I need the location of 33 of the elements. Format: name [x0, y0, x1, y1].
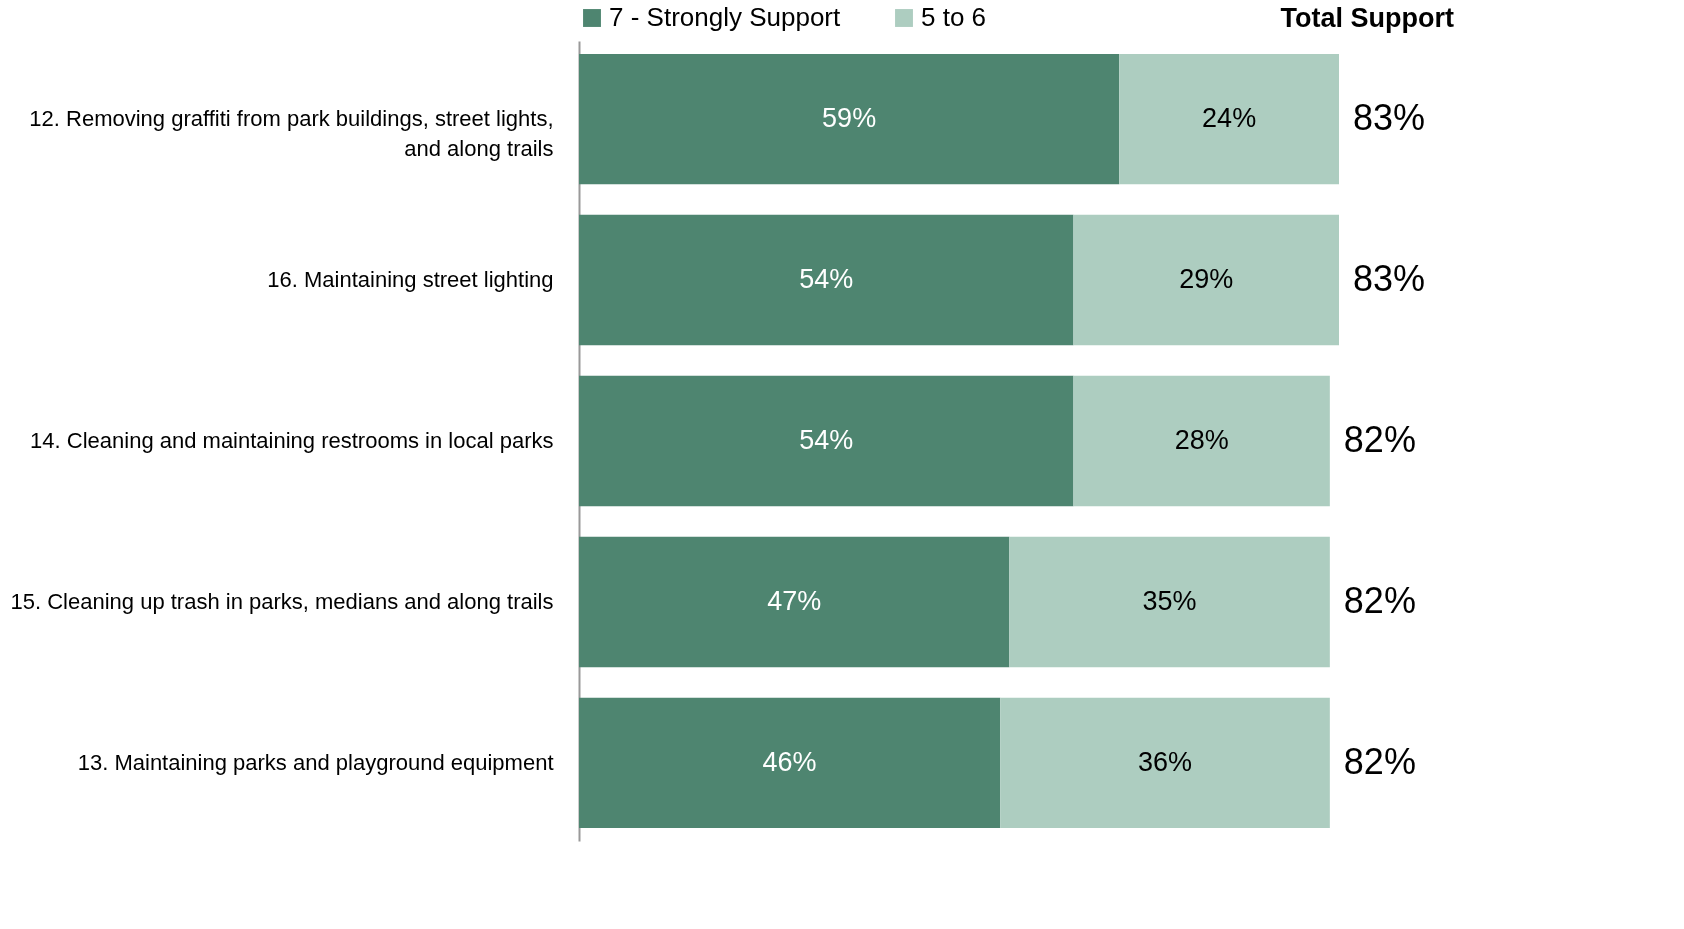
legend-label: 5 to 6: [921, 2, 987, 32]
y-tick-label: 15. Cleaning up trash in parks, medians and along trails: [10, 588, 554, 614]
total-label: 83%: [1353, 97, 1426, 139]
bar: [1000, 697, 1330, 829]
data-label: 28%: [1174, 425, 1229, 455]
data-label: 46%: [762, 746, 817, 777]
data-label: 29%: [1179, 264, 1234, 295]
bar: [579, 214, 1074, 346]
y-tick-label: 12. Removing graffiti from park buildings, street lights, and along trails: [29, 106, 554, 162]
bar: [1073, 214, 1339, 346]
data-label: 24%: [1202, 103, 1257, 134]
data-label: 35%: [1142, 585, 1197, 616]
bar: [579, 697, 1001, 829]
data-label: 54%: [799, 425, 854, 455]
y-tick-label: 13. Maintaining parks and playground equipment: [77, 749, 554, 775]
y-tick-label: 16. Maintaining street lighting: [267, 267, 554, 293]
total-label: 82%: [1343, 419, 1416, 460]
bar: [579, 375, 1074, 507]
data-label: 36%: [1138, 746, 1193, 777]
data-label: 54%: [799, 264, 854, 295]
bar: [1009, 536, 1330, 668]
data-label: 47%: [767, 585, 822, 616]
y-tick-label: 14. Cleaning and maintaining restrooms in local parks: [30, 428, 554, 453]
data-label: 59%: [822, 103, 877, 134]
bar: [579, 536, 1010, 668]
text: Total Support: [1280, 3, 1454, 33]
total-label: 83%: [1353, 258, 1426, 300]
bar: [579, 53, 1120, 185]
total-label: 82%: [1343, 579, 1416, 621]
legend-label: 7 - Strongly Support: [609, 2, 842, 32]
bar: [1073, 375, 1330, 507]
total-label: 82%: [1343, 740, 1416, 782]
bar: [1119, 53, 1339, 185]
